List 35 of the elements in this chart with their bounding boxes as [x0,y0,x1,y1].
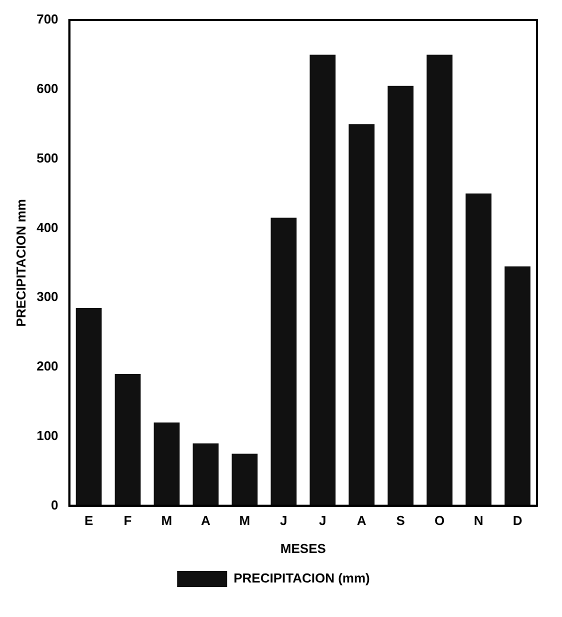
bar [76,308,102,506]
bar [466,194,492,506]
x-tick-label: S [396,513,406,528]
bar [348,124,375,506]
x-tick-label: J [319,513,326,528]
y-tick-label: 0 [51,497,58,512]
bar [388,86,414,506]
x-tick-label: A [201,513,212,528]
x-tick-label: J [280,513,288,528]
y-tick-label: 200 [36,358,58,374]
y-tick-label: 500 [36,150,58,166]
y-tick-label: 400 [36,220,58,235]
y-axis-title: PRECIPITACION mm [13,199,28,327]
bar [232,454,258,506]
y-tick-label: 600 [36,80,58,96]
x-tick-label: D [512,513,522,528]
bar [114,374,141,506]
x-tick-label: A [356,513,367,528]
y-tick-label: 300 [36,289,58,304]
legend-label: PRECIPITACION (mm) [234,570,370,586]
y-tick-label: 100 [36,428,58,443]
x-tick-label: M [239,513,250,528]
bar [504,266,530,506]
x-tick-label: O [434,513,445,528]
x-tick-label: M [161,513,172,528]
bar [270,218,297,506]
x-tick-label: N [474,513,484,528]
y-tick-label: 700 [36,12,58,27]
bar [192,443,219,506]
bar [154,422,180,506]
bar [310,54,336,506]
x-tick-label: F [124,513,132,528]
x-axis-title: MESES [280,540,326,556]
x-tick-label: E [84,513,94,528]
bar [426,54,452,506]
